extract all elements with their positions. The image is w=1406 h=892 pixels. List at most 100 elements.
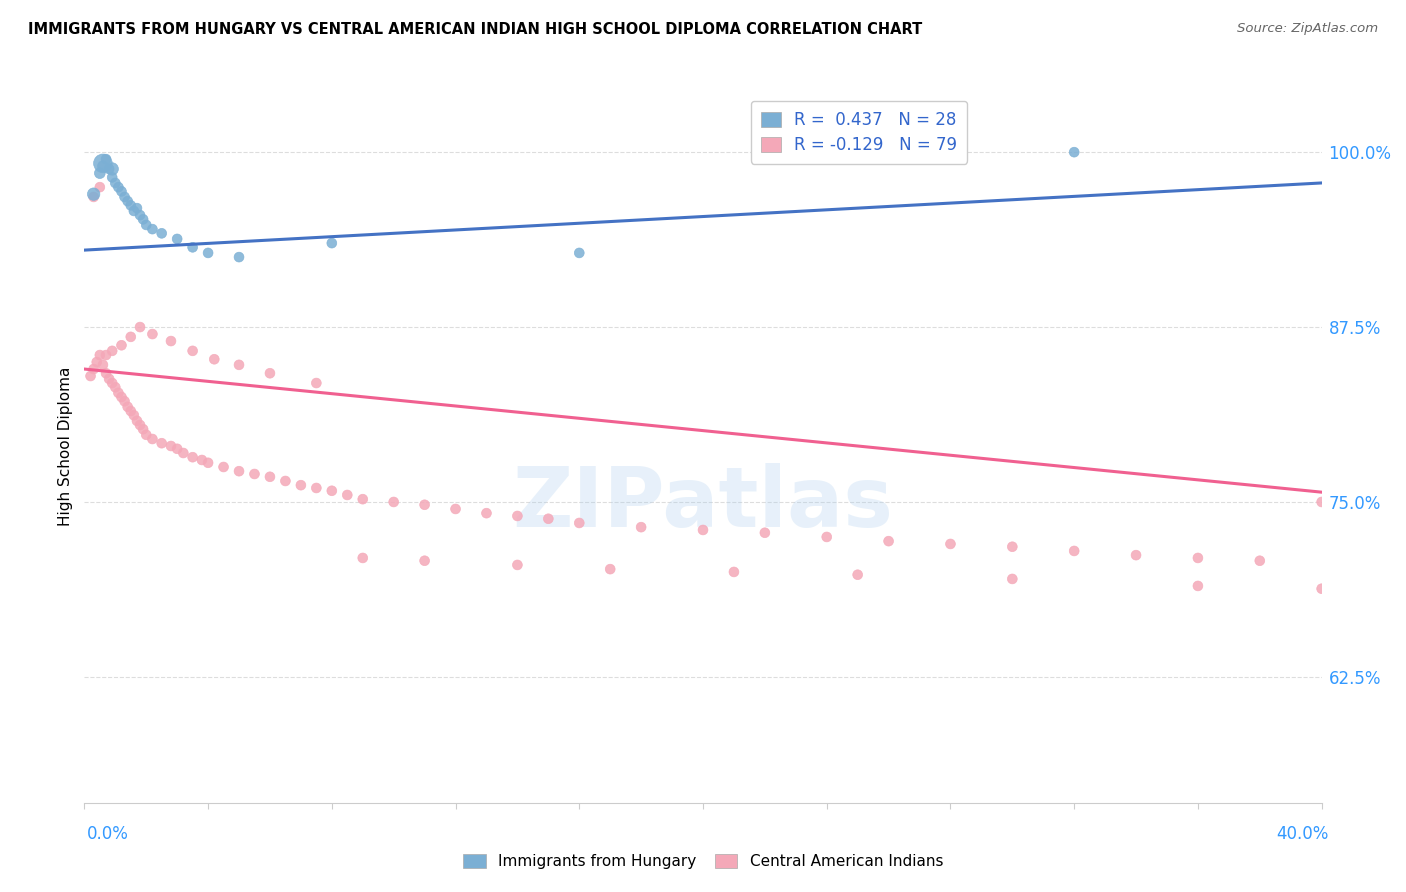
Point xyxy=(166,232,188,246)
Point xyxy=(120,198,142,212)
Y-axis label: High School Diploma: High School Diploma xyxy=(58,367,73,525)
Point xyxy=(305,481,328,495)
Legend: R =  0.437   N = 28, R = -0.129   N = 79: R = 0.437 N = 28, R = -0.129 N = 79 xyxy=(751,101,967,164)
Point xyxy=(274,474,297,488)
Point xyxy=(1187,550,1209,565)
Point xyxy=(1249,554,1271,568)
Point xyxy=(1001,572,1024,586)
Point xyxy=(110,390,132,404)
Point xyxy=(228,358,250,372)
Point xyxy=(110,338,132,352)
Point xyxy=(506,558,529,572)
Point xyxy=(125,414,148,428)
Point xyxy=(83,362,105,376)
Point xyxy=(98,372,121,386)
Point xyxy=(141,327,163,342)
Text: 40.0%: 40.0% xyxy=(1277,825,1329,843)
Point xyxy=(89,166,111,180)
Point xyxy=(150,436,173,450)
Point xyxy=(939,537,962,551)
Point xyxy=(815,530,838,544)
Point xyxy=(125,201,148,215)
Point xyxy=(228,250,250,264)
Point xyxy=(754,525,776,540)
Text: ZIPatlas: ZIPatlas xyxy=(513,463,893,543)
Point xyxy=(305,376,328,390)
Point xyxy=(1310,582,1333,596)
Point xyxy=(599,562,621,576)
Point xyxy=(259,366,281,380)
Point xyxy=(1125,548,1147,562)
Point xyxy=(135,218,157,232)
Point xyxy=(101,343,124,358)
Point xyxy=(191,453,214,467)
Point xyxy=(98,161,121,176)
Point xyxy=(352,550,374,565)
Point xyxy=(117,194,139,208)
Point xyxy=(94,366,117,380)
Point xyxy=(101,170,124,185)
Point xyxy=(228,464,250,478)
Point xyxy=(89,348,111,362)
Point xyxy=(568,246,591,260)
Point xyxy=(537,512,560,526)
Point xyxy=(568,516,591,530)
Point xyxy=(181,450,204,465)
Point xyxy=(132,212,155,227)
Point xyxy=(129,208,152,222)
Point xyxy=(91,156,114,170)
Point xyxy=(120,330,142,344)
Point xyxy=(132,422,155,436)
Point xyxy=(160,439,183,453)
Point xyxy=(94,152,117,166)
Text: Source: ZipAtlas.com: Source: ZipAtlas.com xyxy=(1237,22,1378,36)
Point xyxy=(181,343,204,358)
Point xyxy=(202,352,225,367)
Point xyxy=(506,508,529,523)
Legend: Immigrants from Hungary, Central American Indians: Immigrants from Hungary, Central America… xyxy=(457,848,949,875)
Point xyxy=(91,159,114,173)
Point xyxy=(122,203,145,218)
Point xyxy=(243,467,266,481)
Point xyxy=(723,565,745,579)
Point xyxy=(846,567,869,582)
Point xyxy=(94,348,117,362)
Point xyxy=(197,456,219,470)
Point xyxy=(107,385,129,400)
Point xyxy=(129,417,152,432)
Point xyxy=(212,460,235,475)
Point xyxy=(104,176,127,190)
Point xyxy=(166,442,188,456)
Point xyxy=(259,470,281,484)
Point xyxy=(290,478,312,492)
Point xyxy=(1063,544,1085,558)
Point xyxy=(413,498,436,512)
Point xyxy=(120,404,142,418)
Point xyxy=(101,376,124,390)
Point xyxy=(89,180,111,194)
Point xyxy=(150,227,173,241)
Point xyxy=(114,190,136,204)
Point xyxy=(321,236,343,251)
Point xyxy=(114,394,136,409)
Point xyxy=(413,554,436,568)
Text: IMMIGRANTS FROM HUNGARY VS CENTRAL AMERICAN INDIAN HIGH SCHOOL DIPLOMA CORRELATI: IMMIGRANTS FROM HUNGARY VS CENTRAL AMERI… xyxy=(28,22,922,37)
Text: 0.0%: 0.0% xyxy=(87,825,129,843)
Point xyxy=(475,506,498,520)
Point xyxy=(104,380,127,394)
Point xyxy=(1063,145,1085,160)
Point xyxy=(110,185,132,199)
Point xyxy=(630,520,652,534)
Point xyxy=(444,502,467,516)
Point xyxy=(86,355,108,369)
Point xyxy=(1187,579,1209,593)
Point xyxy=(117,400,139,414)
Point xyxy=(141,432,163,446)
Point xyxy=(101,161,124,176)
Point xyxy=(197,246,219,260)
Point xyxy=(321,483,343,498)
Point xyxy=(181,240,204,254)
Point xyxy=(135,427,157,442)
Point xyxy=(877,534,900,549)
Point xyxy=(107,180,129,194)
